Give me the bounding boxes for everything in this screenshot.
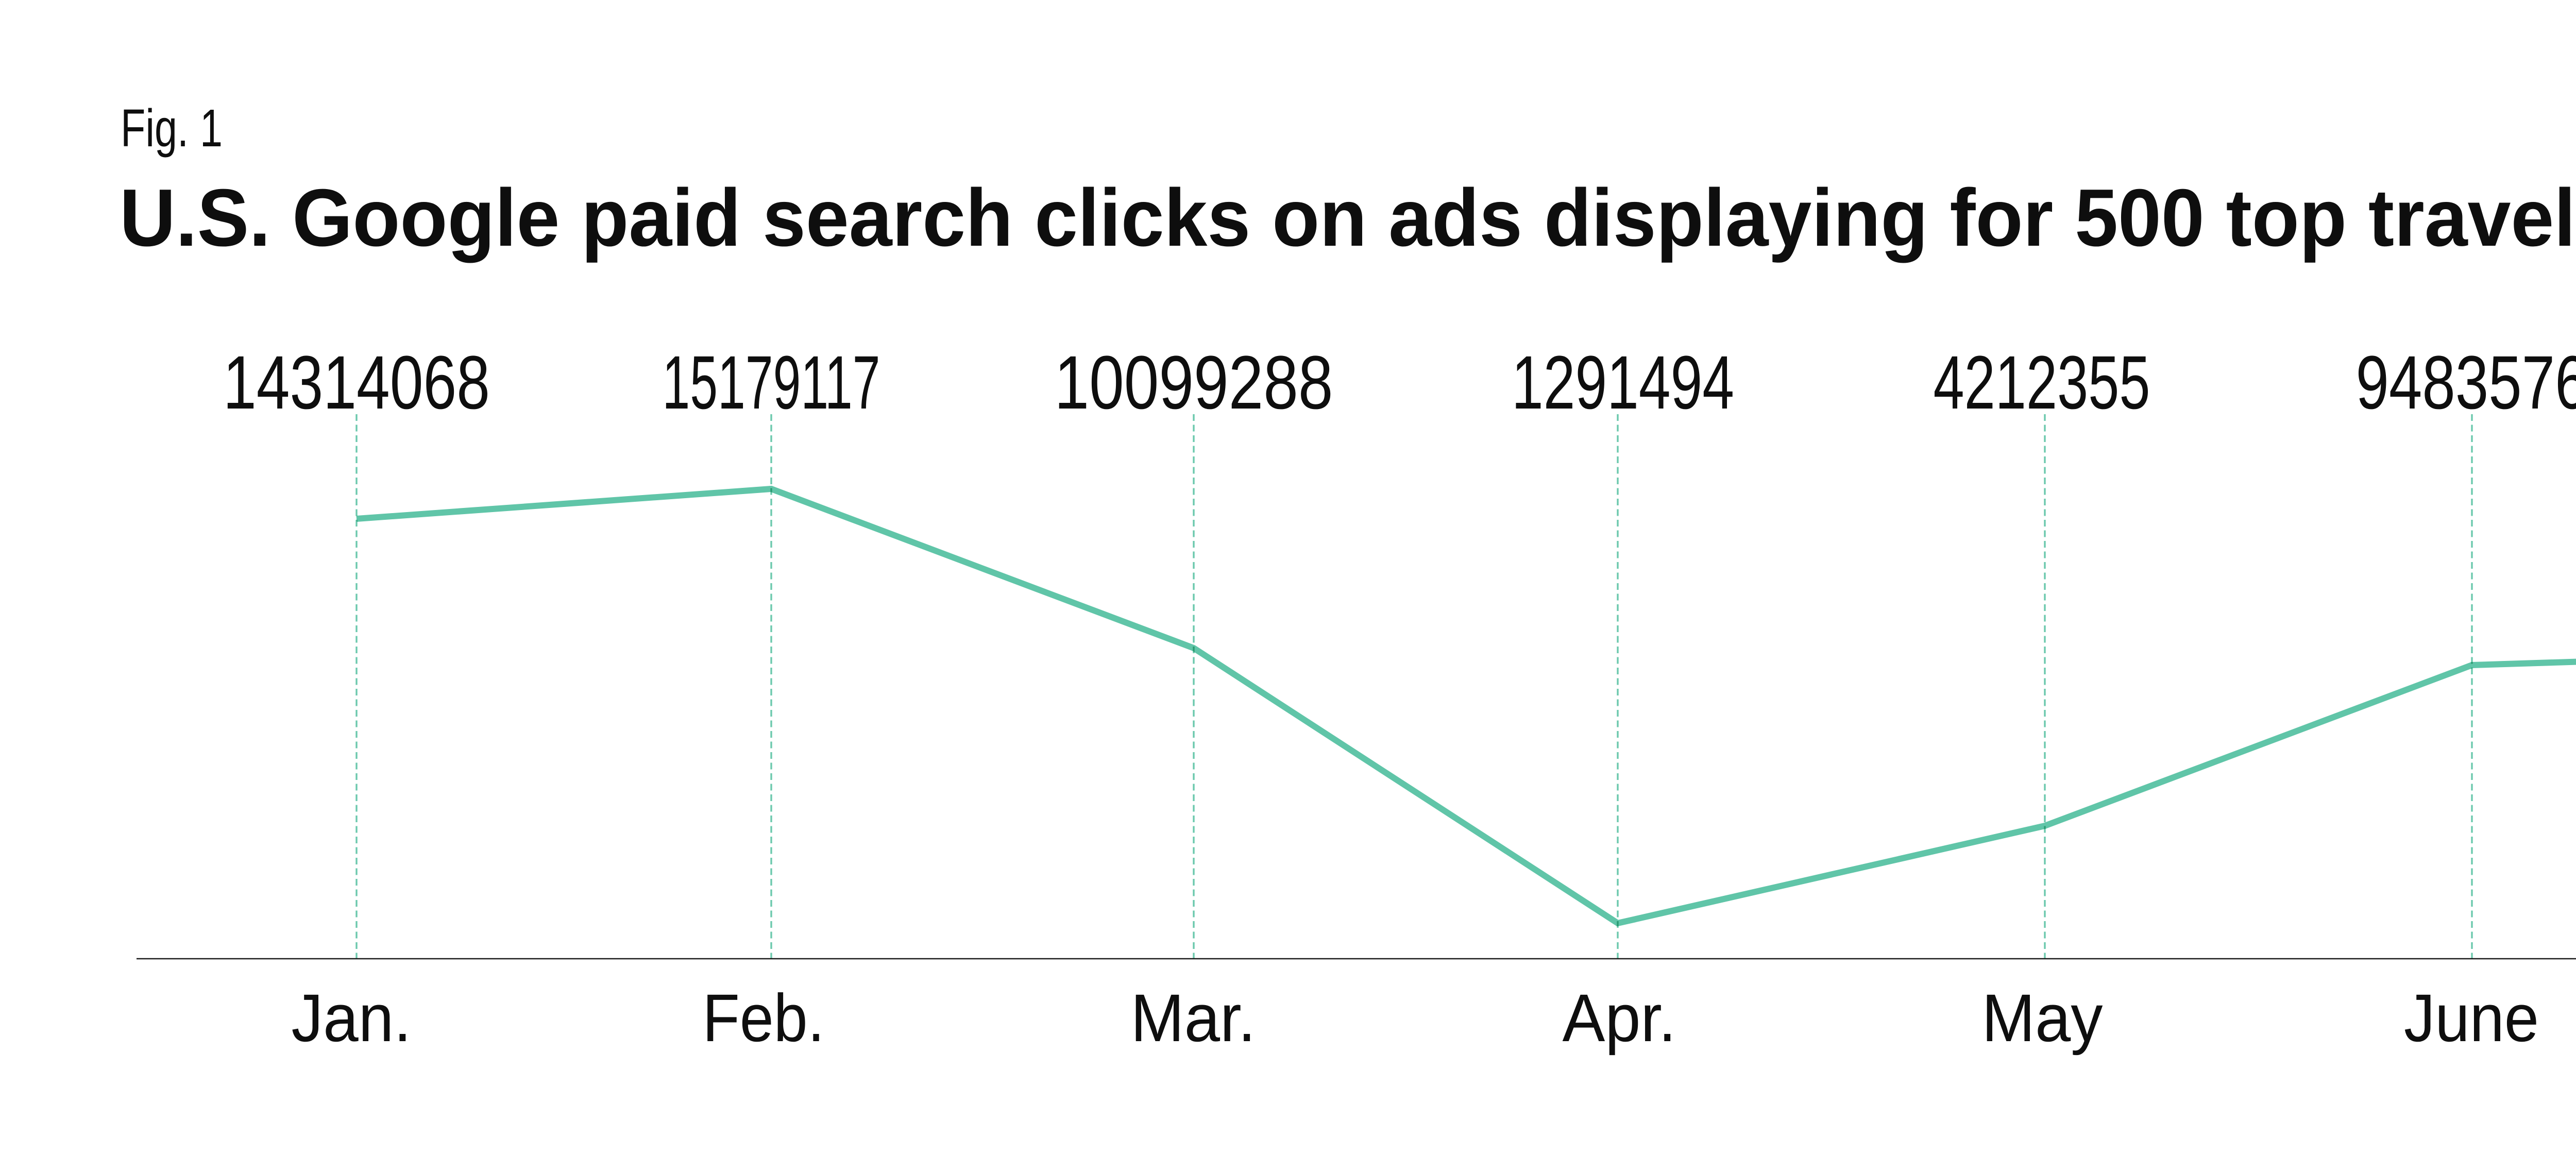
svg-text:U.S. Google paid search clicks: U.S. Google paid search clicks on ads di… bbox=[120, 173, 2576, 263]
svg-text:4212355: 4212355 bbox=[1934, 341, 2150, 425]
svg-text:Jan.: Jan. bbox=[292, 980, 412, 1056]
svg-text:May: May bbox=[1982, 980, 2103, 1056]
svg-text:1291494: 1291494 bbox=[1512, 341, 1734, 425]
svg-text:14314068: 14314068 bbox=[223, 341, 490, 425]
svg-text:Fig. 1: Fig. 1 bbox=[121, 98, 223, 158]
svg-text:June: June bbox=[2404, 980, 2539, 1056]
svg-text:10099288: 10099288 bbox=[1055, 341, 1333, 425]
svg-text:Mar.: Mar. bbox=[1131, 980, 1256, 1056]
svg-text:Apr.: Apr. bbox=[1563, 980, 1676, 1056]
svg-text:9483576: 9483576 bbox=[2356, 341, 2576, 425]
svg-text:15179117: 15179117 bbox=[663, 341, 880, 425]
svg-text:Feb.: Feb. bbox=[703, 980, 825, 1056]
